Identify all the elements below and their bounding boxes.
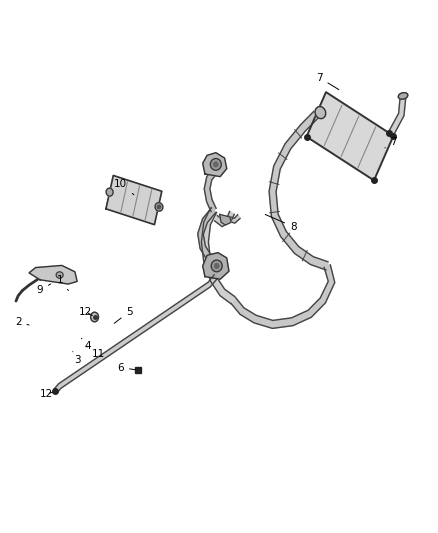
Ellipse shape: [215, 263, 219, 268]
Text: 7: 7: [385, 136, 397, 148]
Ellipse shape: [398, 93, 408, 99]
Text: 4: 4: [81, 338, 92, 351]
Ellipse shape: [211, 260, 222, 272]
Ellipse shape: [214, 162, 218, 167]
Polygon shape: [203, 152, 227, 176]
Ellipse shape: [157, 205, 161, 209]
Polygon shape: [307, 92, 393, 180]
Text: 7: 7: [316, 73, 339, 90]
Polygon shape: [231, 265, 335, 328]
Polygon shape: [29, 265, 77, 284]
Ellipse shape: [315, 107, 326, 119]
Polygon shape: [203, 253, 229, 279]
Text: 9: 9: [37, 284, 51, 295]
Polygon shape: [214, 211, 234, 227]
Ellipse shape: [91, 312, 99, 322]
Text: 3: 3: [73, 352, 81, 365]
Text: 11: 11: [86, 346, 106, 359]
Text: 8: 8: [265, 214, 297, 232]
Text: 10: 10: [114, 179, 134, 195]
Ellipse shape: [56, 272, 63, 278]
Polygon shape: [269, 111, 328, 270]
Text: 12: 12: [40, 389, 53, 399]
Polygon shape: [198, 208, 217, 266]
Text: 12: 12: [79, 306, 92, 317]
Polygon shape: [54, 274, 217, 393]
Polygon shape: [204, 168, 218, 212]
Polygon shape: [220, 214, 231, 225]
Polygon shape: [106, 175, 162, 224]
Polygon shape: [389, 95, 406, 135]
Ellipse shape: [106, 188, 113, 196]
Text: 5: 5: [114, 306, 133, 324]
Ellipse shape: [155, 203, 163, 211]
Ellipse shape: [210, 158, 221, 170]
Text: 6: 6: [117, 362, 135, 373]
Polygon shape: [201, 208, 235, 304]
Text: 2: 2: [15, 317, 29, 327]
Text: 1: 1: [57, 275, 68, 290]
Polygon shape: [226, 215, 240, 223]
